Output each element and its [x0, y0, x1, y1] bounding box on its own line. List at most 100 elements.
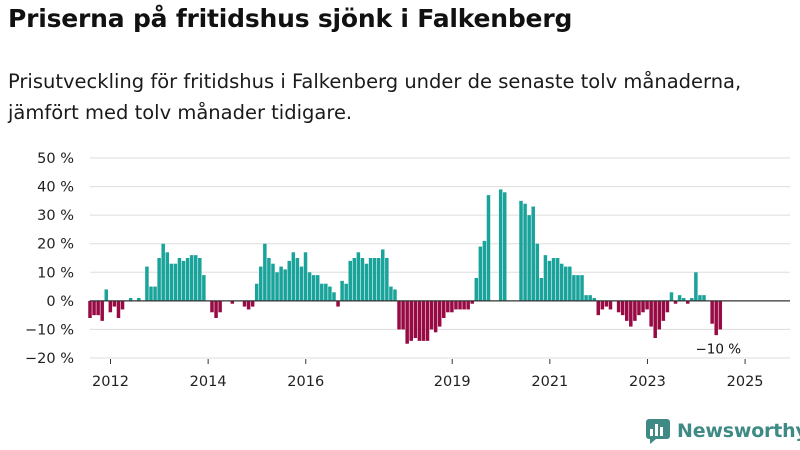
bar — [576, 275, 580, 301]
bar — [523, 203, 527, 301]
bar — [145, 266, 149, 301]
bar — [360, 258, 365, 301]
bar — [315, 275, 320, 301]
bar — [580, 275, 584, 301]
bar — [214, 300, 218, 318]
bar — [246, 300, 251, 310]
bar — [604, 300, 609, 307]
bar — [665, 300, 670, 313]
bar — [381, 249, 385, 301]
bar — [279, 266, 283, 301]
bar — [332, 292, 336, 301]
bar — [694, 272, 698, 301]
bar — [344, 283, 348, 301]
bar — [559, 263, 564, 301]
bar — [376, 258, 381, 301]
bar — [685, 300, 690, 304]
newsworthy-logo-text: Newsworthy — [677, 420, 800, 442]
bar — [108, 300, 113, 313]
bar — [710, 300, 714, 324]
bar — [328, 286, 332, 301]
bar — [535, 243, 540, 301]
bar — [527, 215, 531, 301]
bar — [100, 300, 104, 321]
bar — [718, 300, 723, 330]
y-tick-label: 0 % — [46, 294, 74, 310]
bar — [413, 300, 418, 338]
gridlines — [90, 157, 790, 359]
bar — [698, 295, 702, 301]
bar — [714, 300, 718, 336]
bars — [88, 189, 723, 344]
bar — [104, 289, 109, 301]
bar — [450, 300, 454, 313]
bar — [397, 300, 401, 330]
bar — [242, 300, 247, 307]
bar — [348, 260, 352, 301]
bar — [600, 300, 605, 310]
bar — [478, 246, 483, 301]
bar — [466, 300, 470, 310]
chart-subtitle: Prisutveckling för fritidshus i Falkenbe… — [8, 70, 742, 124]
bar — [352, 258, 357, 301]
bar — [620, 300, 625, 316]
bar — [283, 269, 287, 301]
bar — [112, 300, 117, 307]
bar — [588, 295, 592, 301]
bar — [218, 300, 222, 313]
bar — [263, 243, 267, 301]
bar — [442, 300, 446, 318]
bar — [189, 255, 194, 301]
y-tick-label: −10 % — [25, 322, 74, 338]
bar — [157, 258, 161, 301]
bar — [202, 275, 206, 301]
newsworthy-logo-icon — [646, 419, 670, 444]
bar — [173, 263, 178, 301]
bar — [702, 295, 706, 301]
bar — [149, 286, 153, 301]
bar — [608, 300, 613, 310]
bar — [275, 272, 279, 301]
bar — [295, 258, 300, 301]
bar — [503, 192, 507, 301]
bar — [299, 266, 304, 301]
bar — [539, 278, 544, 301]
bar — [364, 263, 369, 301]
x-axis-labels: 2012 2014 2016 2019 2021 2023 2025 — [92, 374, 763, 390]
bar — [555, 258, 560, 301]
y-tick-label: 50 % — [37, 151, 74, 167]
bar — [592, 298, 596, 301]
x-tick-label: 2021 — [531, 374, 568, 390]
bar — [92, 300, 96, 316]
bar — [116, 300, 121, 318]
bar — [185, 258, 190, 301]
bar — [446, 300, 450, 313]
bar — [385, 258, 389, 301]
bar — [543, 255, 548, 301]
bar — [165, 252, 170, 301]
last-value-annotation: −10 % — [695, 341, 741, 357]
bar — [458, 300, 462, 310]
bar — [259, 266, 263, 301]
x-tick-label: 2016 — [287, 374, 324, 390]
bar — [267, 258, 271, 301]
bar — [421, 300, 426, 341]
x-tick-label: 2012 — [92, 374, 129, 390]
bar — [629, 300, 633, 327]
bar — [625, 300, 629, 321]
y-tick-label: 40 % — [37, 180, 74, 196]
bar — [210, 300, 214, 313]
bar — [547, 260, 552, 301]
bar — [405, 300, 409, 344]
y-tick-label: 10 % — [37, 265, 74, 281]
bar — [389, 286, 393, 301]
bar — [551, 258, 556, 301]
x-tick-label: 2014 — [190, 374, 227, 390]
x-tick-label: 2023 — [629, 374, 666, 390]
bar — [254, 283, 259, 301]
bar — [417, 300, 422, 341]
bar — [470, 300, 474, 304]
bar — [120, 300, 125, 310]
bar — [690, 298, 694, 301]
bar — [474, 278, 479, 301]
